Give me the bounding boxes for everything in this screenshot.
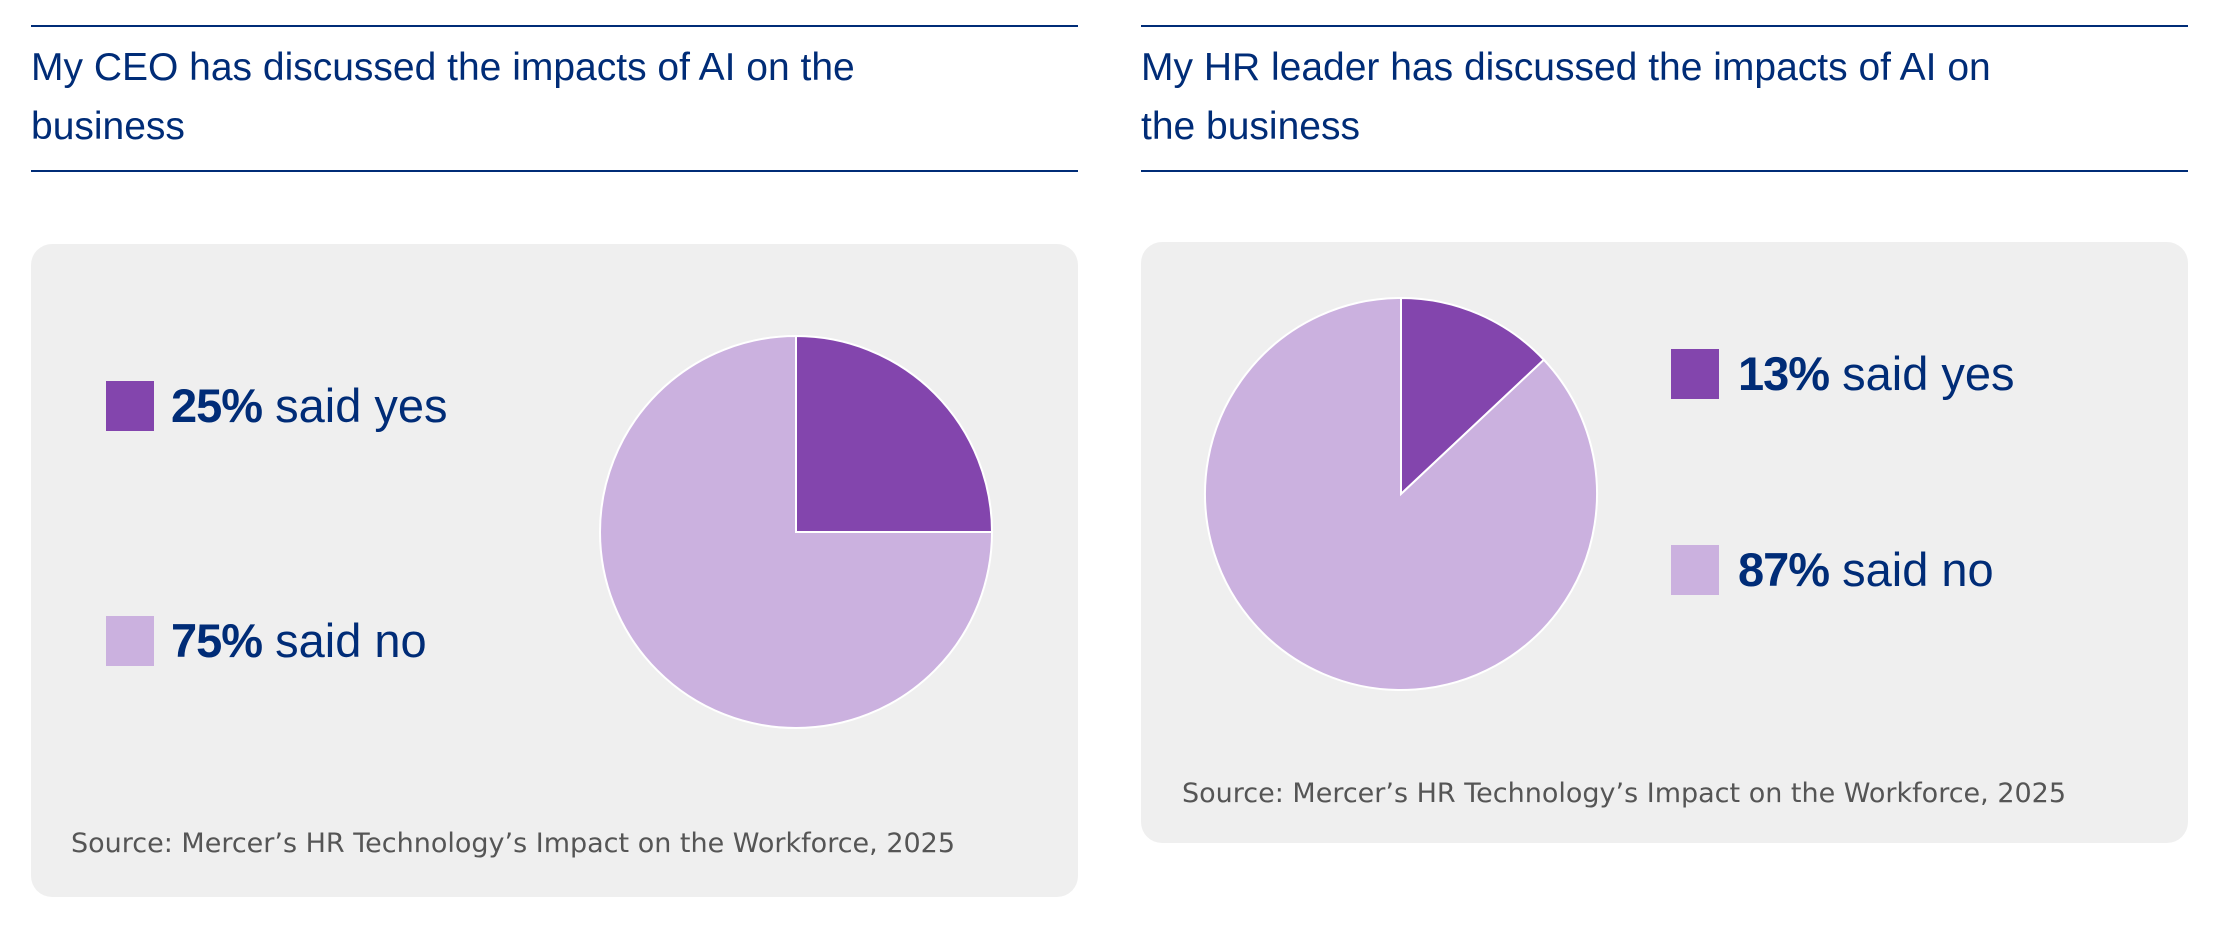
legend-pct: 13% [1738, 347, 1830, 400]
pie-slice-yes [795, 334, 994, 533]
legend-swatch-no [106, 616, 154, 666]
top-rule [1141, 25, 2188, 27]
pie-slice-yes [1400, 296, 1546, 497]
legend-label-no: 75% said no [171, 616, 427, 666]
legend-pct: 87% [1738, 543, 1830, 596]
top-rule [31, 25, 1078, 27]
legend-text: said yes [1829, 347, 2015, 400]
chart-title: My HR leader has discussed the impacts o… [1141, 46, 1991, 148]
pie-slice-no [1204, 296, 1598, 691]
legend-pct: 75% [171, 614, 263, 667]
legend-swatch-no [1671, 545, 1719, 595]
legend-swatch-yes [106, 381, 154, 431]
hr-panel: My HR leader has discussed the impacts o… [1141, 0, 2188, 935]
legend-label-no: 87% said no [1738, 545, 1994, 595]
bottom-rule [31, 170, 1078, 172]
chart-card: 25% said yes 75% said no Source: Mercer’… [31, 244, 1078, 897]
chart-title: My CEO has discussed the impacts of AI o… [31, 46, 855, 148]
legend-label-yes: 25% said yes [171, 381, 448, 431]
legend-pct: 25% [171, 379, 263, 432]
pie-chart [1204, 296, 1598, 691]
source-note: Source: Mercer’s HR Technology’s Impact … [1182, 778, 2067, 809]
ceo-panel: My CEO has discussed the impacts of AI o… [31, 0, 1078, 935]
pie-chart [599, 334, 994, 729]
pie-slice-no [599, 334, 994, 729]
legend-text: said no [1829, 543, 1994, 596]
legend-swatch-yes [1671, 349, 1719, 399]
bottom-rule [1141, 170, 2188, 172]
legend-text: said yes [262, 379, 448, 432]
legend-label-yes: 13% said yes [1738, 349, 2015, 399]
source-note: Source: Mercer’s HR Technology’s Impact … [71, 828, 956, 859]
chart-card: 13% said yes 87% said no Source: Mercer’… [1141, 242, 2188, 843]
legend-text: said no [262, 614, 427, 667]
